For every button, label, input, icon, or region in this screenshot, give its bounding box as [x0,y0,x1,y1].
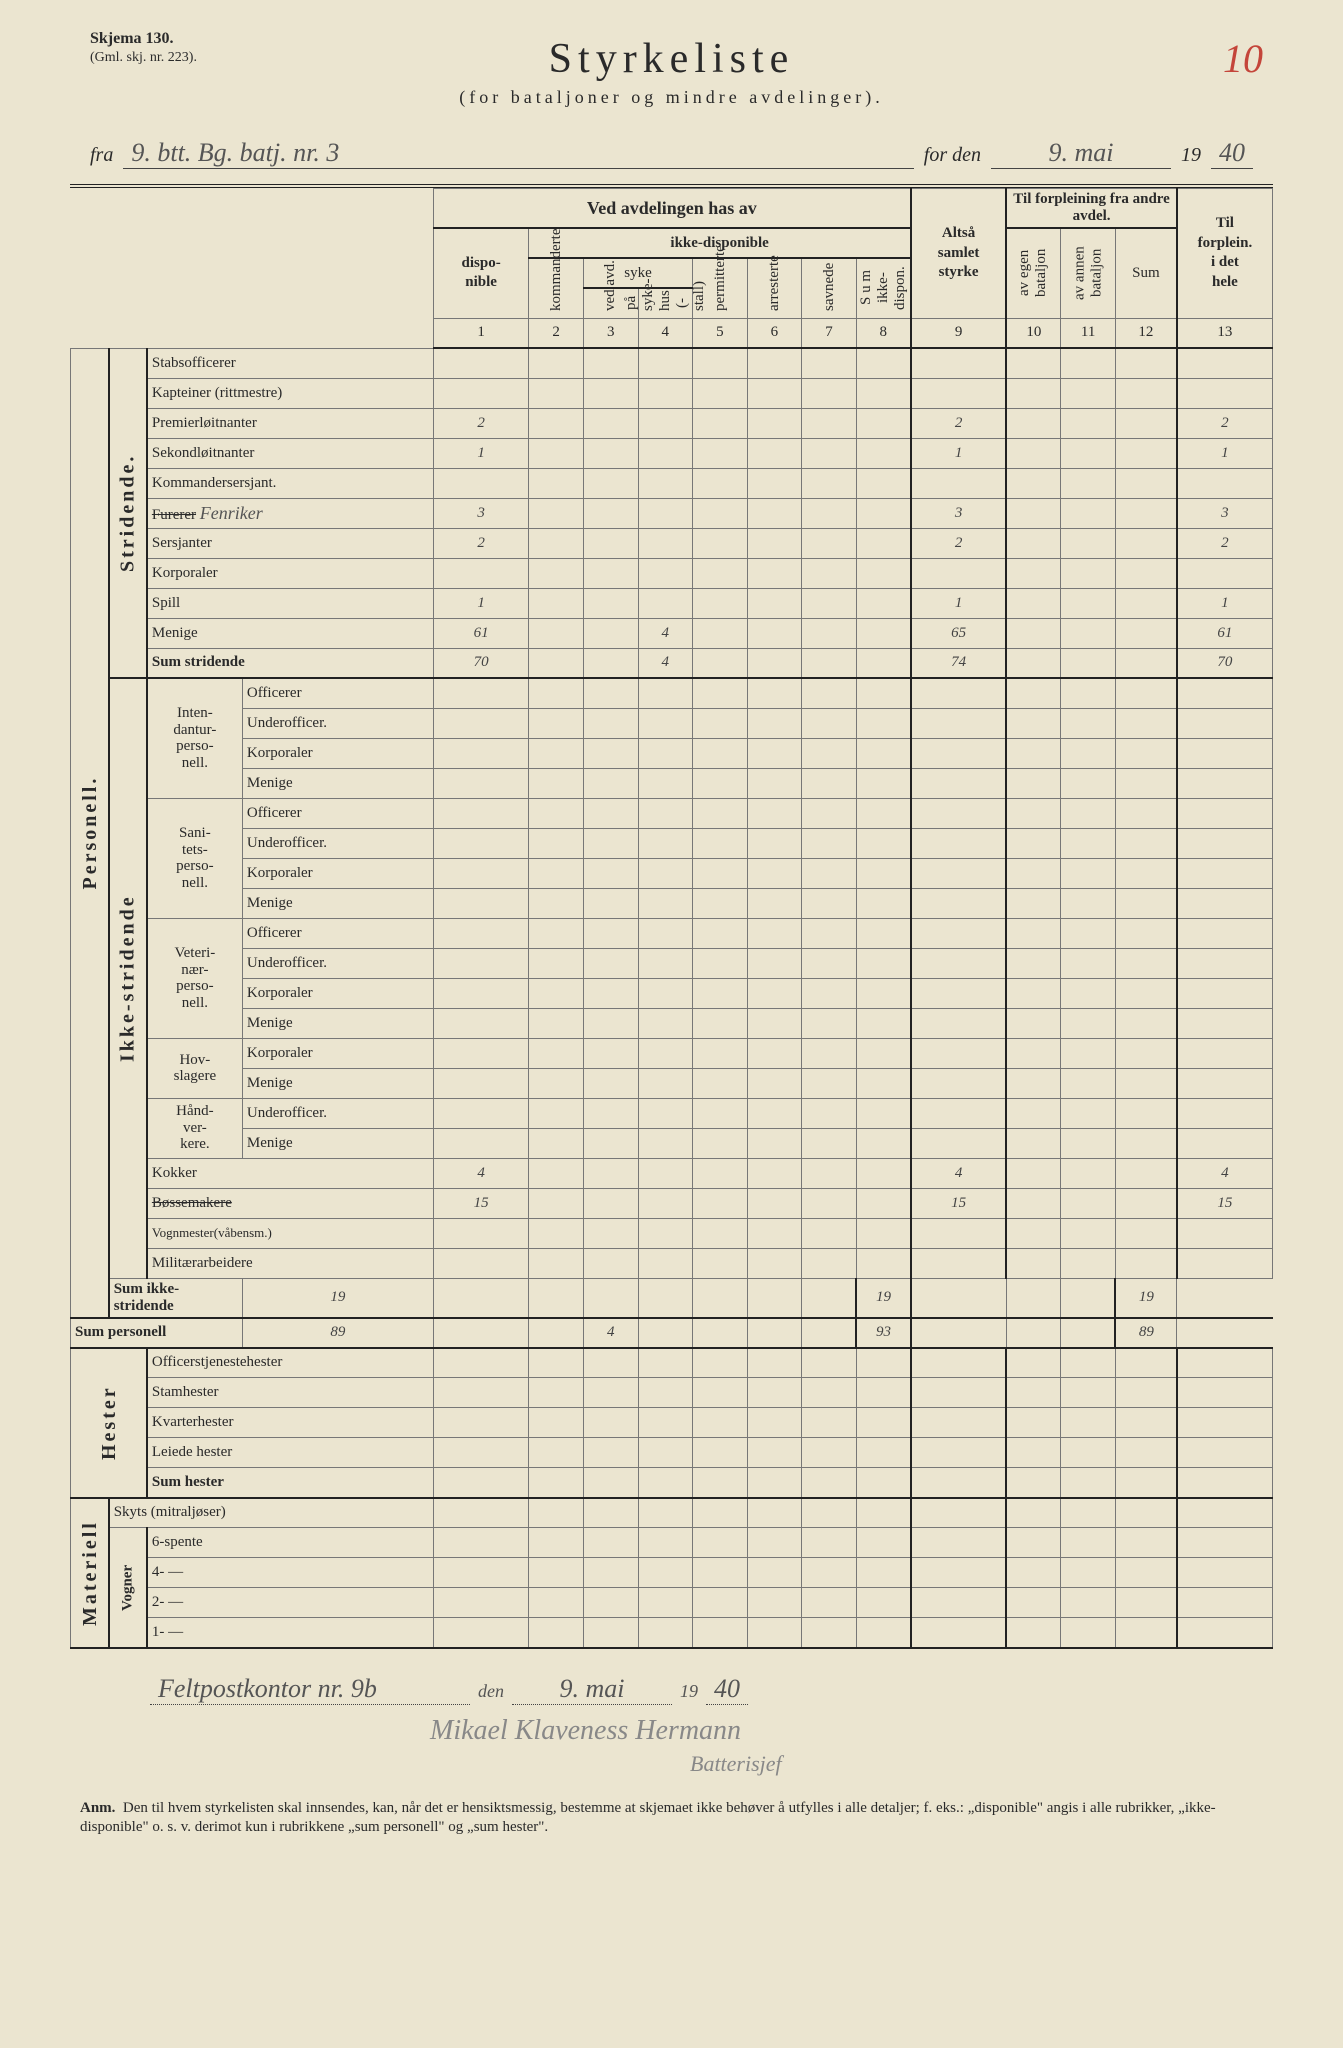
row-korporaler: Korporaler [71,558,1273,588]
row-premier: Premierløitnanter222 [71,408,1273,438]
signature: Mikael Klaveness Hermann Batterisjef [430,1715,1253,1779]
row-sum-personell: Sum personell8949389 [71,1318,1273,1348]
row-menige: Menige6146561 [71,618,1273,648]
row-sum-stridende: Sum stridende7047470 [71,648,1273,678]
row-stabsofficerer: Personell. Stridende. Stabsofficerer [71,348,1273,378]
main-table: Ved avdelingen has av Altså samlet styrk… [70,188,1273,1649]
main-title: Styrkeliste [30,35,1313,83]
hdr-ved-avd: Ved avdelingen has av [433,189,910,229]
row-kokker: Kokker444 [71,1158,1273,1188]
row-bosse: Bøssemakere151515 [71,1188,1273,1218]
row-spill: Spill111 [71,588,1273,618]
row-kommsersj: Kommandersersjant. [71,468,1273,498]
form-id: Skjema 130. (Gml. skj. nr. 223). [90,30,197,66]
fra-field: 9. btt. Bg. batj. nr. 3 [123,138,913,169]
subtitle: (for bataljoner og mindre avdelinger). [30,87,1313,108]
year-field: 40 [1211,138,1253,169]
row-sum-ikke: Sum ikke-stridende191919 [71,1278,1273,1318]
row-furerer: Furerer Fenriker333 [71,498,1273,528]
page-number: 10 [1223,35,1263,82]
date-field: 9. mai [991,138,1171,169]
title-block: Styrkeliste (for bataljoner og mindre av… [30,30,1313,108]
header-line: fra 9. btt. Bg. batj. nr. 3 for den 9. m… [90,138,1253,169]
row-kapteiner: Kapteiner (rittmestre) [71,378,1273,408]
footnote: Anm. Den til hvem styrkelisten skal inns… [80,1799,1263,1838]
row-sekond: Sekondløitnanter111 [71,438,1273,468]
footer-line: Feltpostkontor nr. 9b den 9. mai 19 40 [150,1674,1253,1705]
row-sersjanter: Sersjanter222 [71,528,1273,558]
